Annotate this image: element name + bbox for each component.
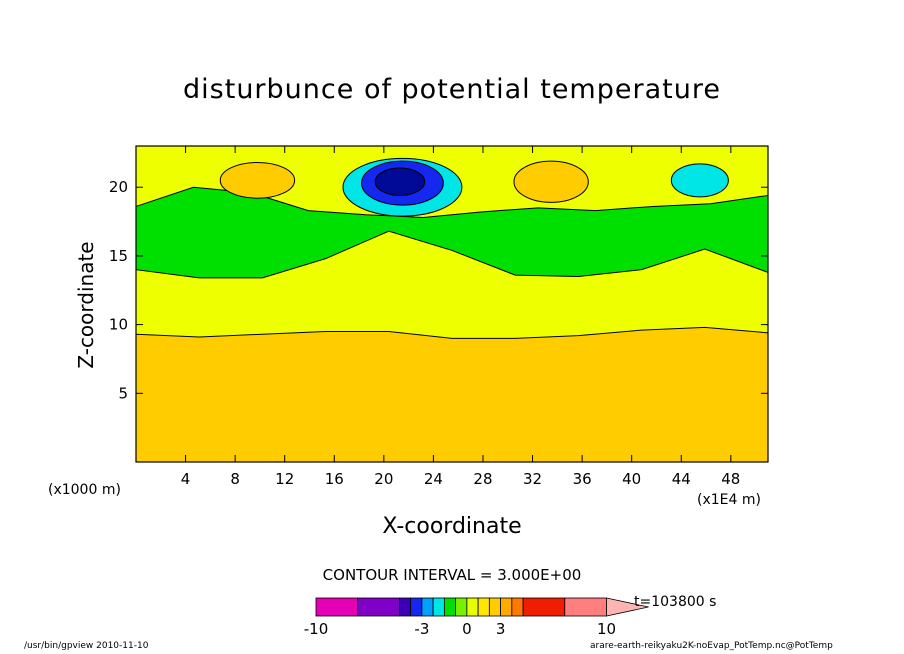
time-label: t=103800 s [634,594,717,610]
x-tick-label: 32 [523,470,542,488]
colorbar-swatch [511,597,524,617]
x-unit-left: (x1000 m) [48,482,121,498]
colorbar-tick-label: 10 [597,620,616,638]
colorbar-swatch [443,597,457,617]
colorbar-swatch [466,597,479,617]
colorbar-swatch [564,597,607,617]
x-unit-right: (x1E4 m) [697,492,761,508]
y-tick-label: 5 [118,384,128,402]
x-tick-label: 40 [622,470,641,488]
colorbar-swatch [522,597,566,617]
warm-cell-2 [513,160,589,203]
x-tick-label: 8 [230,470,240,488]
colorbar: -10 -3 0 3 10 [304,597,649,638]
plot-frame [135,145,769,463]
colorbar-swatch [488,597,501,617]
field-lower [135,326,769,463]
x-tick-label: 12 [275,470,294,488]
colorbar-swatch [500,597,513,617]
colorbar-swatch [357,597,400,617]
y-tick-label: 15 [109,247,128,265]
x-tick-label: 24 [424,470,443,488]
colorbar-swatch [455,597,468,617]
x-tick-label: 20 [374,470,393,488]
contour-fills [135,145,769,463]
colorbar-tick-label: 0 [462,620,472,638]
x-tick-label: 4 [181,470,191,488]
contour-interval-label: CONTOUR INTERVAL = 3.000E+00 [322,566,582,584]
cold-cell-core [374,167,426,196]
x-tick-label: 48 [721,470,740,488]
footer-source: arare-earth-reikyaku2K-noEvap_PotTemp.nc… [590,641,833,651]
colorbar-tick-label: -10 [304,620,329,638]
x-tick-label: 44 [672,470,691,488]
colorbar-swatch [477,597,490,617]
chart-title: disturbunce of potential temperature [183,74,721,105]
colorbar-tick-label: -3 [414,620,429,638]
x-tick-label: 28 [473,470,492,488]
y-tick-label: 10 [109,316,128,334]
colorbar-swatch [315,597,359,617]
x-axis-label: X-coordinate [382,514,522,539]
y-tick-label: 20 [109,178,128,196]
colorbar-swatch [399,597,412,617]
colorbar-extend-arrow [606,597,649,617]
y-axis-label: Z-coordinate [74,241,98,369]
colorbar-tick-label: 3 [496,620,506,638]
footer-command: /usr/bin/gpview 2010-11-10 [24,641,149,651]
warm-cell-1 [219,161,296,199]
colorbar-swatch [410,597,423,617]
cool-cell-right [670,163,729,198]
x-tick-label: 16 [325,470,344,488]
colorbar-swatch [421,597,434,617]
colorbar-swatch [432,597,445,617]
x-tick-label: 36 [573,470,592,488]
